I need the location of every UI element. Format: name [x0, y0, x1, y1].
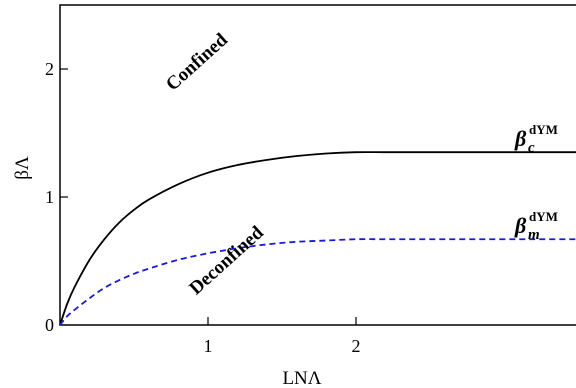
- region-annotations: Confined Deconfined: [162, 29, 268, 299]
- x-tick-label: 2: [352, 336, 361, 356]
- y-axis-label: βΛ: [12, 156, 33, 180]
- series-label-subscript: c: [528, 140, 535, 156]
- y-tick-label: 1: [45, 187, 54, 207]
- y-tick-label: 0: [45, 315, 54, 335]
- x-tick-label: 1: [204, 336, 213, 356]
- series-label-subscript: m: [528, 227, 540, 243]
- series-line-beta-c: [59, 151, 576, 326]
- series-curves: [59, 151, 576, 326]
- y-tick-label: 2: [45, 59, 54, 79]
- plot-frame: [59, 4, 576, 326]
- series-line-beta-m: [59, 238, 576, 326]
- x-axis-label: LNΛ: [282, 368, 321, 388]
- region-label-deconfined: Deconfined: [185, 222, 268, 299]
- region-label-confined: Confined: [162, 29, 232, 95]
- series-label-superscript: dYM: [529, 209, 558, 224]
- axis-ticks: 1 2 0 1 2: [45, 59, 361, 356]
- series-label-main: β: [514, 213, 527, 238]
- series-label-beta-m: β m dYM: [514, 209, 558, 243]
- series-label-superscript: dYM: [529, 122, 558, 137]
- series-label-beta-c: β c dYM: [514, 122, 558, 156]
- series-label-main: β: [514, 126, 527, 151]
